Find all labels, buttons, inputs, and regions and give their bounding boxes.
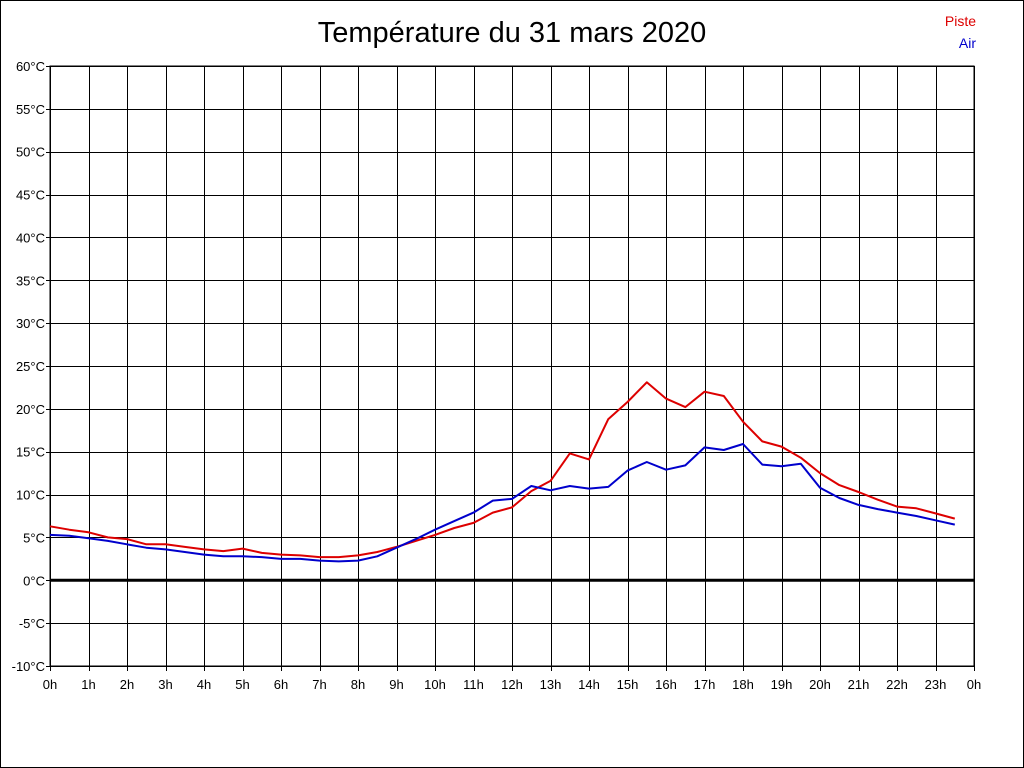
x-tick-label: 21h bbox=[848, 677, 870, 692]
x-tick-label: 16h bbox=[655, 677, 677, 692]
x-tick-label: 2h bbox=[120, 677, 134, 692]
x-tick-label: 1h bbox=[81, 677, 95, 692]
x-tick-label: 8h bbox=[351, 677, 365, 692]
x-tick-label: 10h bbox=[424, 677, 446, 692]
x-tick-label: 0h bbox=[43, 677, 57, 692]
y-tick-label: 30°C bbox=[16, 316, 45, 331]
y-tick-label: -5°C bbox=[19, 616, 45, 631]
y-tick-label: 25°C bbox=[16, 359, 45, 374]
x-tick-label: 0h bbox=[967, 677, 981, 692]
series-line-piste bbox=[49, 381, 956, 559]
x-tick-label: 19h bbox=[771, 677, 793, 692]
x-tick-label: 23h bbox=[925, 677, 947, 692]
x-tick-label: 3h bbox=[158, 677, 172, 692]
y-tick-label: 60°C bbox=[16, 59, 45, 74]
y-tick-label: 5°C bbox=[23, 530, 45, 545]
x-tick-label: 4h bbox=[197, 677, 211, 692]
x-tick-label: 9h bbox=[389, 677, 403, 692]
y-tick-label: 50°C bbox=[16, 145, 45, 160]
x-tick-label: 13h bbox=[540, 677, 562, 692]
y-tick-label: 15°C bbox=[16, 445, 45, 460]
y-tick-label: -10°C bbox=[12, 659, 45, 674]
x-tick-label: 15h bbox=[617, 677, 639, 692]
x-tick-label: 18h bbox=[732, 677, 754, 692]
x-tick-label: 22h bbox=[886, 677, 908, 692]
y-tick-label: 10°C bbox=[16, 488, 45, 503]
x-tick-label: 7h bbox=[312, 677, 326, 692]
legend-entry-piste: Piste bbox=[944, 13, 976, 29]
y-tick-label: 40°C bbox=[16, 230, 45, 245]
y-tick-label: 55°C bbox=[16, 102, 45, 117]
y-tick-label: 20°C bbox=[16, 402, 45, 417]
legend-entry-air: Air bbox=[958, 35, 976, 51]
x-tick-label: 5h bbox=[235, 677, 249, 692]
y-tick-label: 0°C bbox=[23, 573, 45, 588]
chart-title: Température du 31 mars 2020 bbox=[317, 17, 707, 49]
x-tick-label: 11h bbox=[463, 677, 484, 692]
y-tick-label: 45°C bbox=[16, 188, 45, 203]
series-line-air bbox=[49, 443, 956, 563]
x-tick-label: 14h bbox=[578, 677, 600, 692]
x-tick-label: 20h bbox=[809, 677, 831, 692]
x-tick-label: 17h bbox=[694, 677, 716, 692]
y-tick-label: 35°C bbox=[16, 273, 45, 288]
x-tick-label: 6h bbox=[274, 677, 288, 692]
x-tick-label: 12h bbox=[501, 677, 523, 692]
